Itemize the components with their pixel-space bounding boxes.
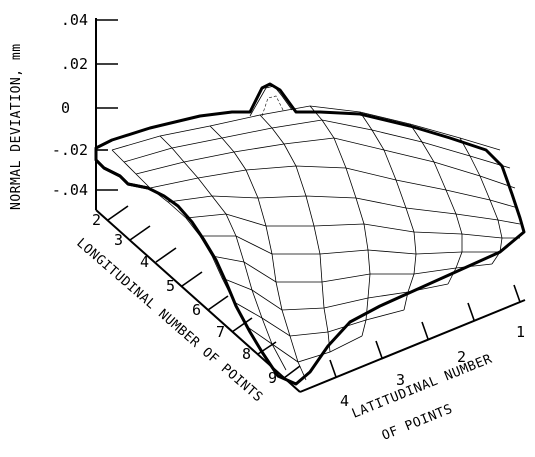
latitudinal-tick-label: 4 bbox=[340, 392, 349, 410]
mesh-line bbox=[211, 255, 493, 283]
latitudinal-tick-label: 3 bbox=[396, 371, 405, 389]
surface-front-edge bbox=[94, 158, 149, 190]
mesh-line bbox=[135, 137, 516, 189]
latitudinal-tick-label: 2 bbox=[457, 348, 466, 366]
longitudinal-tick-label: 3 bbox=[114, 231, 123, 249]
mesh-line bbox=[233, 301, 405, 337]
longitudinal-tick-label: 8 bbox=[242, 345, 251, 363]
longitudinal-tick-label: 4 bbox=[140, 253, 149, 271]
z-tick-label: -.04 bbox=[52, 181, 88, 199]
latitudinal-axis-line bbox=[299, 299, 526, 393]
latitudinal-tick-mark bbox=[375, 340, 383, 359]
longitudinal-tick-mark bbox=[107, 205, 129, 221]
longitudinal-tick-mark bbox=[207, 295, 229, 311]
surface-outline bbox=[94, 82, 526, 386]
longitudinal-tick-mark bbox=[231, 317, 253, 333]
mesh-line bbox=[159, 135, 287, 371]
mesh-line bbox=[409, 123, 463, 285]
mesh-line bbox=[359, 111, 417, 311]
z-axis-title: NORMAL DEVIATION, mm bbox=[9, 43, 24, 210]
longitudinal-axis-title: LONGITUDINAL NUMBER OF POINTS bbox=[73, 236, 265, 406]
z-tick-label: 0 bbox=[61, 99, 70, 117]
mesh-line bbox=[200, 235, 500, 255]
z-tick-label: .02 bbox=[61, 55, 88, 73]
latitudinal-tick-label: 1 bbox=[516, 323, 525, 341]
longitudinal-tick-label: 5 bbox=[166, 277, 175, 295]
longitudinal-tick-label: 9 bbox=[268, 369, 277, 387]
longitudinal-tick-label: 7 bbox=[216, 323, 225, 341]
mesh-line bbox=[221, 277, 449, 311]
mesh-line bbox=[459, 137, 503, 265]
deviation-surface bbox=[94, 82, 526, 386]
mesh-peak bbox=[249, 85, 293, 117]
longitudinal-tick-mark bbox=[129, 225, 151, 241]
mesh-line bbox=[123, 119, 511, 169]
latitudinal-tick-mark bbox=[329, 359, 337, 378]
longitudinal-tick-mark bbox=[283, 365, 301, 379]
longitudinal-tick-label: 6 bbox=[192, 301, 201, 319]
latitudinal-tick-mark bbox=[513, 284, 521, 303]
latitudinal-tick-mark bbox=[421, 321, 429, 340]
latitudinal-axis-title-line-2: OF POINTS bbox=[380, 402, 455, 444]
longitudinal-tick-mark bbox=[181, 271, 203, 287]
mesh-line bbox=[209, 125, 307, 381]
mesh-line bbox=[259, 114, 331, 353]
longitudinal-tick-mark bbox=[155, 247, 177, 263]
mesh-line bbox=[185, 213, 520, 239]
latitudinal-tick-mark bbox=[467, 302, 475, 321]
surface-mesh bbox=[111, 85, 521, 381]
z-tick-label: -.02 bbox=[52, 141, 88, 159]
longitudinal-axis-line bbox=[95, 209, 301, 393]
z-tick-label: .04 bbox=[61, 11, 88, 29]
longitudinal-tick-label: 2 bbox=[92, 211, 101, 229]
mesh-line bbox=[167, 195, 521, 225]
mesh-peak-inner bbox=[261, 95, 285, 117]
mesh-line bbox=[309, 105, 371, 337]
